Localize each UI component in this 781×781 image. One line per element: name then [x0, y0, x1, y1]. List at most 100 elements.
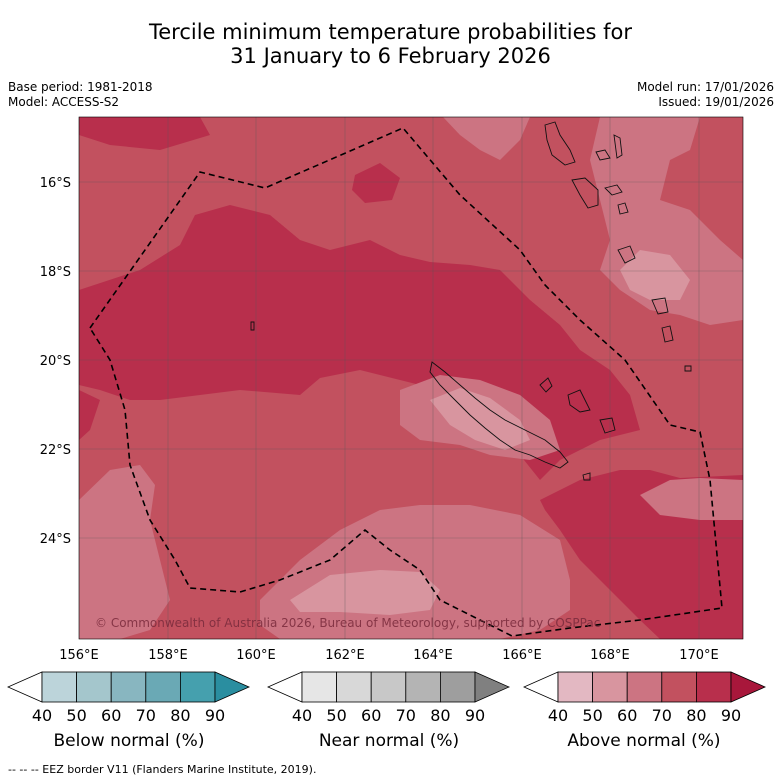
colorbar-segment [405, 671, 441, 703]
lat-label: 20°S [40, 354, 71, 369]
colorbar-segment [179, 671, 216, 703]
lon-label: 164°E [413, 648, 453, 663]
colorbar-above-label: Above normal (%) [567, 731, 721, 751]
colorbar-extend-low [267, 671, 303, 703]
colorbar-segment [41, 671, 77, 703]
colorbar-segment [557, 671, 593, 703]
isle-of-pines [582, 472, 591, 481]
gridlines [79, 117, 743, 639]
lon-labels: 156°E 158°E 160°E 162°E 164°E 166°E 168°… [59, 648, 719, 663]
colorbar-tick-label: 50 [326, 706, 346, 725]
colorbar-tick-label: 40 [32, 706, 52, 725]
colorbar-near-label: Near normal (%) [318, 731, 460, 751]
vanuatu-pentecost [613, 134, 623, 159]
lat-label: 22°S [40, 443, 71, 458]
colorbar-above-normal: 40 50 60 70 80 90 [523, 671, 766, 725]
new-caledonia-mainland [429, 361, 569, 469]
loyalty-island-2 [567, 389, 591, 413]
colorbar-tick-label: 80 [686, 706, 706, 725]
region-above-60-sw [79, 465, 170, 639]
region-above-80-top [79, 117, 210, 150]
colorbar-tick-label: 60 [361, 706, 381, 725]
colorbar-segment [661, 671, 697, 703]
colorbar-extend-low [7, 671, 43, 703]
colorbar-tick-label: 50 [582, 706, 602, 725]
colorbar-segment [301, 671, 337, 703]
colorbar-below-normal: 40 50 60 70 80 90 [7, 671, 250, 725]
lat-label: 16°S [40, 176, 71, 191]
colorbar-tick-label: 40 [292, 706, 312, 725]
region-above-80-west [79, 390, 100, 440]
meta-left: Base period: 1981-2018 Model: ACCESS-S2 [8, 80, 153, 110]
colorbar-tick-label: 50 [66, 706, 86, 725]
colorbar-segment [76, 671, 112, 703]
lat-label: 18°S [40, 265, 71, 280]
vanuatu-erromango [651, 297, 669, 315]
coastlines [250, 121, 692, 481]
colorbar-tick-label: 70 [396, 706, 416, 725]
lon-label: 158°E [148, 648, 188, 663]
region-above-50-nc [430, 388, 530, 450]
colorbar-tick-label: 70 [136, 706, 156, 725]
colorbar-tick-label: 70 [652, 706, 672, 725]
colorbar-extend-high [730, 671, 766, 703]
vanuatu-santo [544, 121, 576, 166]
colorbar-segment [336, 671, 372, 703]
colorbar-extend-high [474, 671, 510, 703]
region-above-50-south [290, 570, 440, 615]
lon-label: 160°E [236, 648, 276, 663]
colorbar-tick-label: 90 [465, 706, 485, 725]
colorbar-tick-label: 60 [617, 706, 637, 725]
lon-label: 162°E [325, 648, 365, 663]
colorbar-segment [592, 671, 628, 703]
issued-date: Issued: 19/01/2026 [658, 95, 774, 109]
lon-label: 168°E [590, 648, 630, 663]
meta-right: Model run: 17/01/2026 Issued: 19/01/2026 [637, 80, 774, 110]
model-run: Model run: 17/01/2026 [636, 80, 774, 94]
loyalty-island-1 [539, 377, 553, 393]
lat-labels: 16°S 18°S 20°S 22°S 24°S [40, 176, 71, 547]
probability-field: © Commonwealth of Australia 2026, Bureau… [79, 117, 743, 639]
map-frame [78, 116, 744, 640]
colorbar-segment [145, 671, 181, 703]
lon-label: 156°E [59, 648, 99, 663]
vanuatu-tanna [661, 325, 674, 343]
lon-label: 170°E [679, 648, 719, 663]
colorbar-tick-label: 80 [170, 706, 190, 725]
chesterfield-islet [250, 321, 255, 331]
colorbar-near-normal: 40 50 60 70 80 90 [267, 671, 510, 725]
colorbar-tick-label: 60 [101, 706, 121, 725]
colorbar-segment [110, 671, 147, 703]
colorbar-segment [370, 671, 407, 703]
region-above-60-ne [443, 117, 530, 160]
colorbar-tick-label: 80 [430, 706, 450, 725]
vanuatu-epi [617, 202, 629, 215]
colorbar-segment [626, 671, 663, 703]
lat-label: 24°S [40, 532, 71, 547]
colorbar-tick-label: 90 [205, 706, 225, 725]
vanuatu-ambae [595, 149, 611, 161]
lon-label: 166°E [502, 648, 542, 663]
colorbar-extend-low [523, 671, 559, 703]
vanuatu-ambrym [604, 184, 623, 196]
colorbar-tick-label: 40 [548, 706, 568, 725]
vanuatu-aneityum [684, 365, 692, 372]
map-title-line2: 31 January to 6 February 2026 [230, 44, 551, 68]
model-name: Model: ACCESS-S2 [8, 95, 120, 109]
region-above-60-se [640, 478, 743, 520]
copyright-text: © Commonwealth of Australia 2026, Bureau… [95, 616, 600, 630]
vanuatu-efate [617, 245, 636, 264]
eez-footnote: -- -- -- EEZ border V11 (Flanders Marine… [8, 763, 317, 776]
eez-border [89, 127, 723, 637]
colorbar-tick-label: 90 [721, 706, 741, 725]
region-above-80-blob [352, 163, 400, 203]
colorbar-segment [439, 671, 476, 703]
colorbar-below-label: Below normal (%) [53, 731, 205, 751]
vanuatu-malekula [571, 177, 599, 209]
base-period: Base period: 1981-2018 [8, 80, 153, 94]
loyalty-island-3 [599, 417, 616, 434]
map-title-line1: Tercile minimum temperature probabilitie… [148, 20, 633, 44]
colorbar-extend-high [214, 671, 250, 703]
region-above-50-east [620, 250, 690, 300]
